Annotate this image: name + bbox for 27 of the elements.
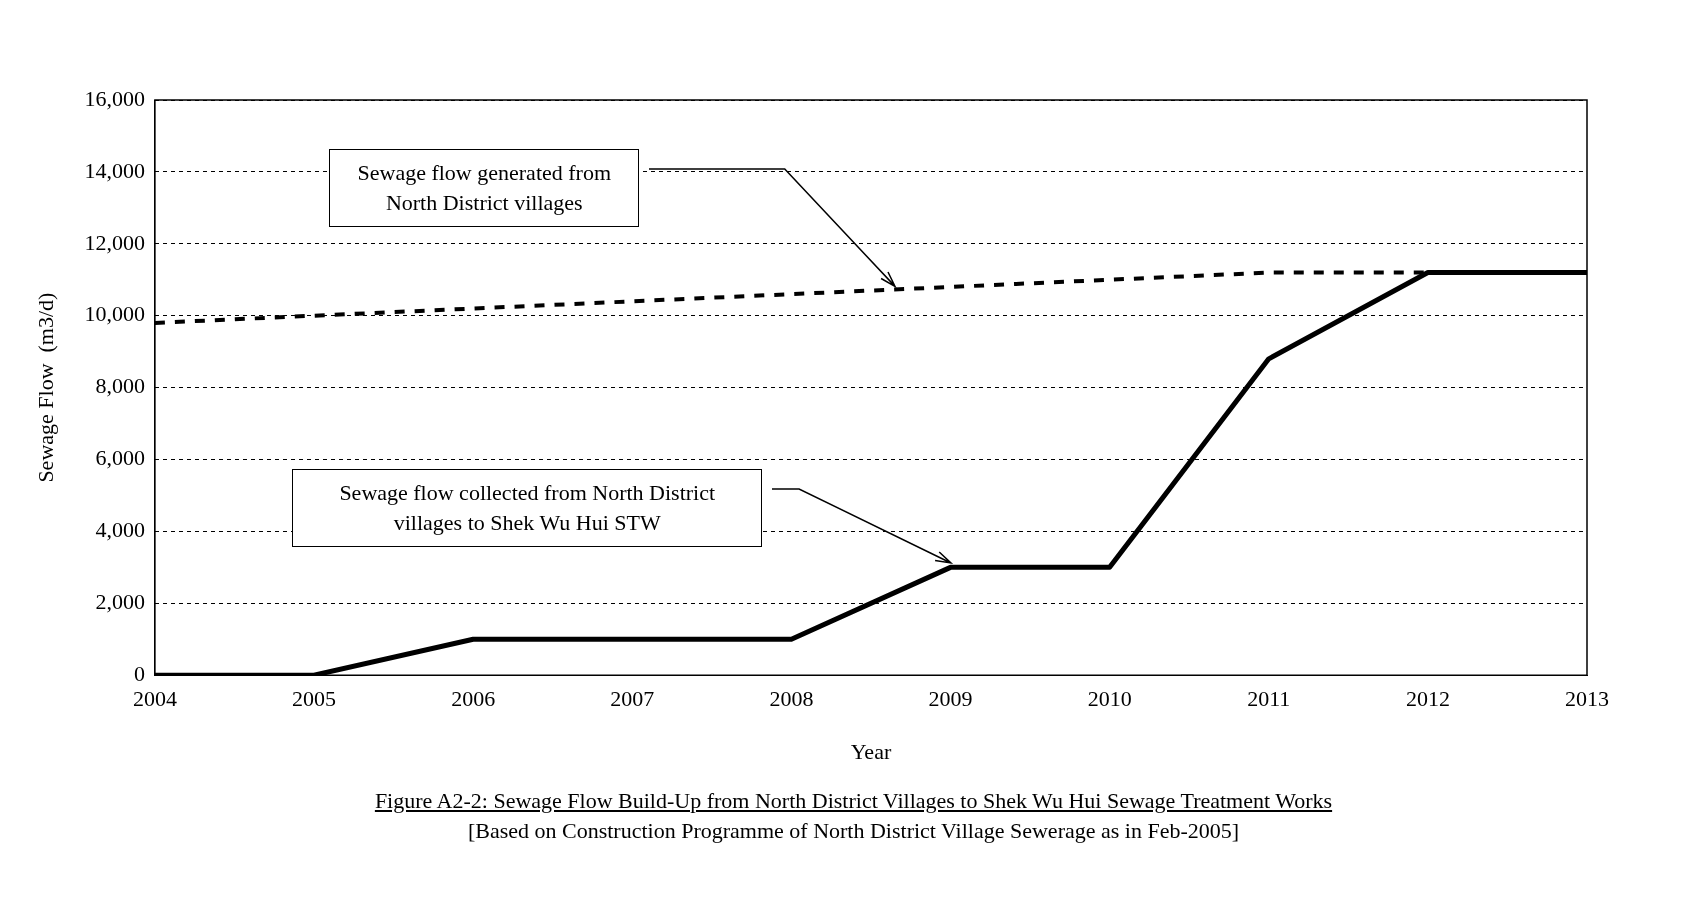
x-tick-label: 2006 xyxy=(451,686,496,712)
x-tick-label: 2013 xyxy=(1565,686,1609,712)
y-tick-label: 4,000 xyxy=(95,517,145,543)
x-tick-label: 2011 xyxy=(1247,686,1291,712)
y-tick-label: 0 xyxy=(133,660,145,686)
callout: Sewage flow collected from North District villages to Shek Wu Hui STW xyxy=(292,469,954,566)
callout: Sewage flow generated from North District villages xyxy=(329,149,898,289)
x-tick-label: 2012 xyxy=(1405,686,1450,712)
annotation: Sewage flow collected from North District villages to Shek Wu Hui STW xyxy=(292,469,763,548)
x-tick-label: 2008 xyxy=(769,686,814,712)
y-tick-label: 14,000 xyxy=(84,157,145,183)
y-tick-label: 6,000 xyxy=(95,445,145,471)
x-tick-label: 2009 xyxy=(928,686,973,712)
y-tick-label: 10,000 xyxy=(84,301,145,327)
x-tick-label: 2007 xyxy=(610,686,655,712)
x-tick-label: 2004 xyxy=(132,686,177,712)
x-axis-title: Year xyxy=(850,738,892,764)
text: Figure A2-2: Sewage Flow Build-Up from North District Villages to Shek Wu Hui Sewage Treatment Works xyxy=(373,788,1334,814)
y-tick-label: 16,000 xyxy=(84,85,145,111)
y-tick-label: 2,000 xyxy=(95,589,145,615)
annotation: Sewage flow generated from North District villages xyxy=(329,149,640,227)
y-axis-title: Sewage Flow (m3/d) xyxy=(32,292,58,483)
x-tick-label: 2010 xyxy=(1087,686,1132,712)
y-tick-label: 8,000 xyxy=(95,373,145,399)
x-tick-label: 2005 xyxy=(292,686,337,712)
y-tick-label: 12,000 xyxy=(84,229,145,255)
text: [Based on Construction Programme of North District Village Sewerage as in Feb-2005] xyxy=(466,818,1241,844)
